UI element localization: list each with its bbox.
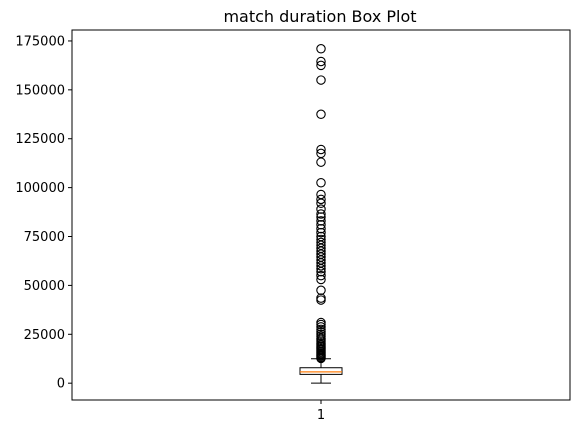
outlier-point: [316, 194, 326, 205]
outlier-point: [316, 285, 326, 296]
outlier-point: [316, 212, 326, 222]
outlier-point: [316, 237, 326, 248]
outlier-point: [316, 209, 326, 219]
outlier-point: [316, 234, 326, 245]
outlier-point: [316, 227, 326, 238]
y-tick-label: 75000: [24, 230, 65, 245]
y-tick-label: 175000: [15, 34, 65, 49]
outlier-point: [316, 231, 326, 242]
y-tick-label: 100000: [15, 181, 65, 196]
outlier-point: [316, 223, 326, 234]
outlier-point: [316, 329, 326, 339]
x-tick-label: 1: [317, 408, 325, 423]
outlier-point: [316, 56, 326, 67]
outlier-point: [316, 216, 326, 226]
outlier-point: [316, 109, 326, 120]
iqr-box: [299, 367, 343, 375]
outlier-point: [316, 177, 326, 188]
outlier-point: [316, 293, 326, 303]
y-tick-label: 50000: [24, 279, 65, 294]
outlier-point: [316, 157, 326, 167]
y-tick-label: 150000: [15, 83, 65, 98]
outlier-point: [316, 144, 326, 155]
outlier-point: [316, 270, 326, 281]
outlier-point: [316, 204, 326, 214]
outlier-point: [316, 75, 326, 85]
outlier-point: [316, 317, 326, 328]
outlier-point: [316, 148, 326, 159]
outlier-point: [316, 189, 326, 200]
outlier-point: [316, 220, 326, 230]
chart-title: match duration Box Plot: [223, 7, 416, 26]
outlier-point: [316, 324, 326, 335]
outlier-point: [316, 295, 326, 305]
outlier-point: [316, 44, 326, 54]
outlier-point: [316, 60, 326, 71]
outlier-point: [316, 274, 326, 285]
y-tick-label: 0: [57, 377, 65, 392]
y-tick-label: 25000: [24, 328, 65, 343]
outlier-point: [316, 326, 326, 337]
plot-area: 0 25000 50000 75000 100000 125000 150000 175000…: [15, 29, 571, 423]
outlier-point: [316, 322, 326, 332]
y-tick-label: 125000: [15, 132, 65, 147]
